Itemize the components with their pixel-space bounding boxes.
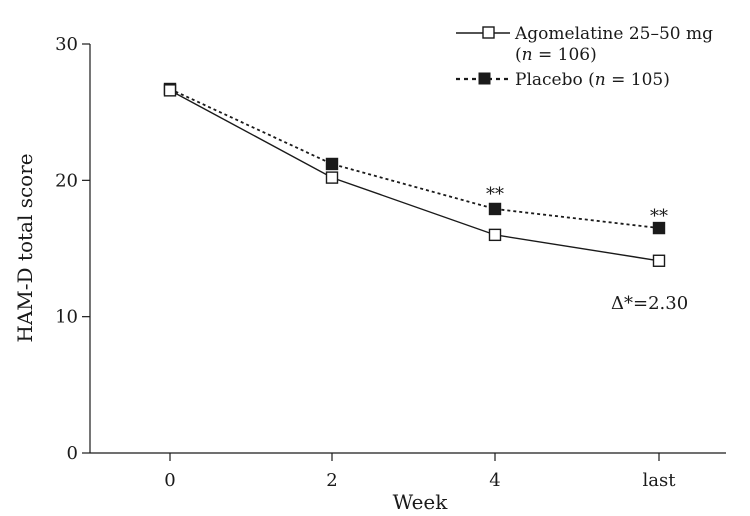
legend-marker-placebo — [478, 72, 491, 85]
legend-label-agomelatine: Agomelatine 25–50 mg — [514, 24, 713, 44]
y-ticks: 0 10 20 30 — [55, 34, 90, 464]
significance-stars-week4: ** — [486, 184, 504, 205]
x-ticks: 0 2 4 last — [164, 453, 676, 491]
delta-annotation: Δ*=2.30 — [611, 293, 688, 314]
series-layer — [163, 82, 666, 267]
annotations: ** ** Δ*=2.30 — [486, 184, 688, 314]
x-tick-label: 4 — [489, 470, 500, 491]
data-point-agomelatine — [652, 254, 666, 267]
y-tick-label: 10 — [55, 307, 78, 328]
x-tick-label: 2 — [326, 470, 337, 491]
legend-marker-agomelatine — [482, 26, 495, 39]
y-axis-title: HAM-D total score — [13, 153, 37, 342]
x-tick-label: 0 — [164, 470, 175, 491]
data-point-agomelatine — [488, 228, 502, 242]
data-point-placebo — [488, 202, 502, 216]
y-tick-label: 20 — [55, 170, 78, 191]
y-tick-label: 30 — [55, 34, 78, 55]
legend: Agomelatine 25–50 mg (n = 106) Placebo (… — [456, 24, 713, 90]
data-point-placebo — [325, 157, 339, 171]
x-axis-title: Week — [393, 490, 449, 514]
series-line-agomelatine — [169, 89, 660, 262]
x-tick-label: last — [643, 470, 677, 491]
y-tick-label: 0 — [67, 443, 78, 464]
data-point-placebo — [652, 221, 666, 235]
legend-label-agomelatine-n: (n = 106) — [515, 45, 597, 65]
significance-stars-last: ** — [650, 206, 668, 227]
data-point-agomelatine — [163, 84, 177, 97]
legend-label-placebo: Placebo (n = 105) — [515, 70, 670, 90]
data-point-agomelatine — [325, 171, 339, 184]
